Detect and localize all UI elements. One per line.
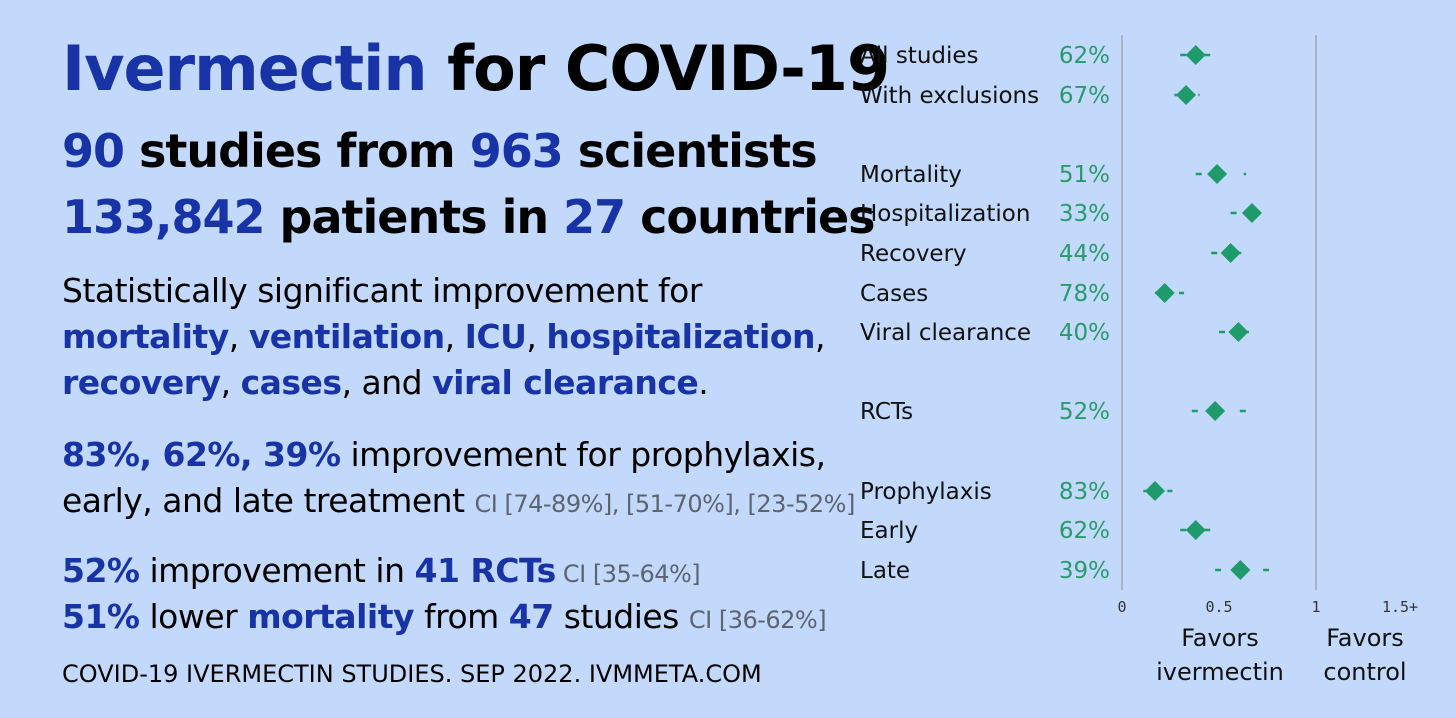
outcome-viral-clearance: viral clearance [432,363,699,402]
row-percent: 78% [1059,281,1110,307]
timing-line-1: 83%, 62%, 39% improvement for prophylaxi… [62,432,855,478]
effect-marker [1185,520,1206,540]
effect-marker [1207,164,1228,184]
separator: , [220,363,241,402]
row-percent: 67% [1059,83,1110,109]
outcome-ventilation: ventilation [248,317,445,356]
stats-text: scientists [562,124,818,178]
significance-block: Statistically significant improvement fo… [62,268,826,406]
period: . [698,363,709,402]
row-label: Mortality [860,162,962,188]
effect-marker [1228,322,1249,342]
timing-block: 83%, 62%, 39% improvement for prophylaxi… [62,432,855,527]
effect-marker [1144,481,1165,501]
separator: , [444,317,465,356]
outcome-cases: cases [240,363,343,402]
headline: Ivermectin for COVID-19 [62,32,890,105]
row-percent: 52% [1059,399,1110,425]
studies-count: 90 [62,124,125,178]
caption-favors-ivermectin: Favors [1181,624,1259,652]
row-percent: 40% [1059,320,1110,346]
row-percent: 51% [1059,162,1110,188]
row-label: Cases [860,281,928,307]
row-label: Early [860,518,918,544]
row-percent: 33% [1059,201,1110,227]
scientists-count: 963 [469,124,564,178]
row-percent: 39% [1059,558,1110,584]
row-label: Viral clearance [860,320,1031,346]
row-label: Recovery [860,241,967,267]
mortality-text: lower [139,597,248,636]
rct-count: 41 RCTs [414,551,556,590]
row-label: RCTs [860,399,913,425]
timing-ci: CI [74-89%], [51-70%], [23-52%] [474,490,856,518]
mortality-text: studies [553,597,689,636]
x-tick-label: 0 [1117,598,1126,616]
row-label: Late [860,558,910,584]
caption-favors-control: control [1323,658,1406,686]
outcome-mortality: mortality [62,317,229,356]
rct-line: 52% improvement in 41 RCTs CI [35-64%] [62,548,701,597]
footer-source: COVID-19 IVERMECTIN STUDIES. SEP 2022. I… [62,660,762,688]
mortality-text: from [414,597,509,636]
row-label: All studies [860,43,979,69]
mortality-line: 51% lower mortality from 47 studies CI [… [62,594,827,643]
headline-drug: Ivermectin [62,32,428,105]
rct-pct: 52% [62,551,140,590]
outcome-icu: ICU [464,317,527,356]
x-tick-label: 1 [1311,598,1320,616]
effect-marker [1154,283,1175,303]
effect-marker [1205,401,1226,421]
significance-line-3: recovery, cases, and viral clearance. [62,360,825,406]
separator-comma: , [815,317,826,356]
x-tick-label: 0.5 [1205,598,1232,616]
mortality-count: 47 [508,597,554,636]
stats-patients: 133,842 patients in 27 countries [62,190,876,244]
stats-studies: 90 studies from 963 scientists [62,124,818,178]
row-label: Hospitalization [860,201,1030,227]
row-percent: 83% [1059,479,1110,505]
rct-ci: CI [35-64%] [555,560,701,588]
row-percent: 62% [1059,518,1110,544]
rct-text: improvement in [139,551,415,590]
stats-text: patients in [264,190,564,244]
separator: , [526,317,547,356]
effect-marker [1241,203,1262,223]
effect-marker [1176,85,1197,105]
timing-line-2: early, and late treatment CI [74-89%], [… [62,478,855,527]
outcome-hospitalization: hospitalization [546,317,815,356]
x-tick-label: 1.5+ [1382,598,1418,616]
timing-values: 83%, 62%, 39% [62,435,341,474]
mortality-ci: CI [36-62%] [688,606,827,634]
headline-rest: for COVID-19 [426,32,890,105]
mortality-word: mortality [247,597,414,636]
caption-favors-ivermectin: ivermectin [1156,658,1284,686]
caption-favors-control: Favors [1326,624,1404,652]
countries-count: 27 [563,190,626,244]
row-percent: 62% [1059,43,1110,69]
mortality-pct: 51% [62,597,140,636]
separator: , [228,317,249,356]
stats-text: studies from [124,124,470,178]
timing-text: early, and late treatment [62,481,475,520]
significance-line-2: mortality, ventilation, ICU, hospitaliza… [62,314,826,360]
significance-intro: Statistically significant improvement fo… [62,271,702,310]
row-percent: 44% [1059,241,1110,267]
separator-and: , and [341,363,433,402]
effect-marker [1185,45,1206,65]
stats-text: countries [625,190,875,244]
row-label: Prophylaxis [860,479,992,505]
outcome-recovery: recovery [62,363,221,402]
timing-text: improvement for prophylaxis, [340,435,826,474]
effect-marker [1230,560,1251,580]
effect-marker [1220,243,1241,263]
patients-count: 133,842 [62,190,266,244]
row-label: With exclusions [860,83,1039,109]
